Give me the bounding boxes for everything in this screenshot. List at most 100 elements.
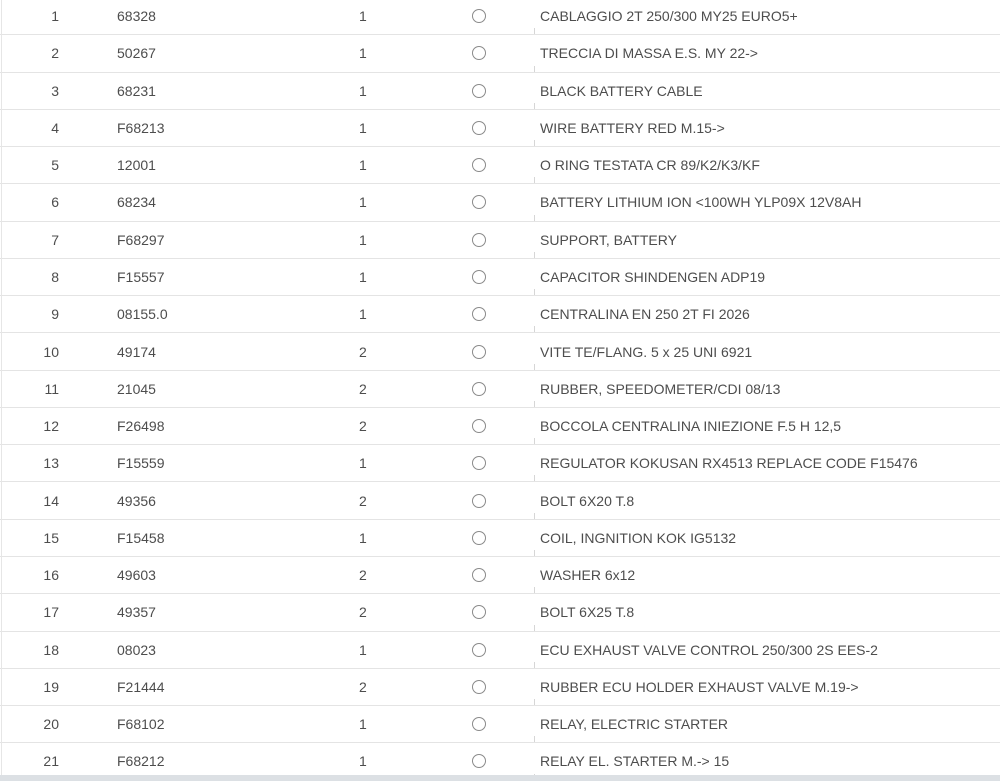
- radio-button[interactable]: [472, 158, 486, 173]
- table-row: 16 49603 2 WASHER 6x12: [0, 556, 1000, 595]
- radio-button[interactable]: [472, 232, 486, 247]
- radio-button[interactable]: [472, 530, 486, 545]
- part-code: 49174: [117, 343, 156, 360]
- radio-button[interactable]: [472, 456, 486, 471]
- select-cell: [447, 232, 533, 247]
- part-code: 08023: [117, 641, 156, 658]
- part-code: 08155.0: [117, 306, 168, 323]
- radio-button[interactable]: [472, 344, 486, 359]
- table-row: 10 49174 2 VITE TE/FLANG. 5 x 25 UNI 692…: [0, 333, 1000, 371]
- part-code: F26498: [117, 418, 165, 435]
- part-description: O RING TESTATA CR 89/K2/K3/KF: [540, 157, 760, 174]
- row-number: 13: [43, 455, 59, 472]
- quantity: 2: [359, 678, 367, 695]
- table-row: 12 F26498 2 BOCCOLA CENTRALINA INIEZIONE…: [0, 407, 1000, 446]
- row-number: 7: [51, 231, 59, 248]
- radio-button[interactable]: [472, 9, 486, 24]
- radio-button[interactable]: [472, 307, 486, 322]
- radio-button[interactable]: [472, 381, 486, 396]
- row-number: 15: [43, 529, 59, 546]
- row-number: 3: [51, 82, 59, 99]
- part-code: F68213: [117, 119, 165, 136]
- part-code: 49357: [117, 604, 156, 621]
- part-description: RELAY, ELECTRIC STARTER: [540, 716, 729, 733]
- select-cell: [447, 456, 533, 471]
- table-row: 5 12001 1 O RING TESTATA CR 89/K2/K3/KF: [0, 147, 1000, 185]
- table-row: 6 68234 1 BATTERY LITHIUM ION <100WH YLP…: [0, 184, 1000, 222]
- table-row: 2 50267 1 TRECCIA DI MASSA E.S. MY 22->: [0, 35, 1000, 73]
- part-description: BOLT 6X20 T.8: [540, 492, 635, 509]
- select-cell: [447, 269, 533, 284]
- part-code: 68231: [117, 82, 156, 99]
- quantity: 1: [359, 716, 367, 733]
- part-description: BOCCOLA CENTRALINA INIEZIONE F.5 H 12,5: [540, 418, 842, 435]
- table-row: 21 F68212 1 RELAY EL. STARTER M.-> 15: [0, 743, 1000, 781]
- quantity: 2: [359, 380, 367, 397]
- select-cell: [447, 419, 533, 434]
- row-number: 6: [51, 194, 59, 211]
- part-description: VITE TE/FLANG. 5 x 25 UNI 6921: [540, 343, 753, 360]
- quantity: 1: [359, 268, 367, 285]
- table-row: 1 68328 1 CABLAGGIO 2T 250/300 MY25 EURO…: [0, 0, 1000, 36]
- quantity: 1: [359, 194, 367, 211]
- row-number: 10: [43, 343, 59, 360]
- radio-button[interactable]: [472, 493, 486, 508]
- radio-button[interactable]: [472, 83, 486, 98]
- table-row: 8 F15557 1 CAPACITOR SHINDENGEN ADP19: [0, 258, 1000, 297]
- row-number: 4: [51, 119, 59, 136]
- radio-button[interactable]: [472, 269, 486, 284]
- row-number: 11: [44, 380, 59, 397]
- table-row: 9 08155.0 1 CENTRALINA EN 250 2T FI 2026: [0, 296, 1000, 334]
- row-number: 12: [43, 418, 59, 435]
- part-description: COIL, INGNITION KOK IG5132: [540, 529, 737, 546]
- part-code: F15458: [117, 529, 165, 546]
- table-row: 11 21045 2 RUBBER, SPEEDOMETER/CDI 08/13: [0, 370, 1000, 408]
- row-number: 8: [51, 268, 59, 285]
- select-cell: [447, 9, 533, 24]
- select-cell: [447, 754, 533, 769]
- part-code: F15559: [117, 455, 165, 472]
- radio-button[interactable]: [472, 717, 486, 732]
- row-number: 21: [43, 753, 59, 770]
- part-description: REGULATOR KOKUSAN RX4513 REPLACE CODE F1…: [540, 455, 918, 472]
- radio-button[interactable]: [472, 642, 486, 657]
- part-description: CABLAGGIO 2T 250/300 MY25 EURO5+: [540, 8, 798, 25]
- part-code: 68234: [117, 194, 156, 211]
- select-cell: [447, 679, 533, 694]
- part-code: F68102: [117, 716, 165, 733]
- quantity: 2: [359, 343, 367, 360]
- radio-button[interactable]: [472, 679, 486, 694]
- table-row: 17 49357 2 BOLT 6X25 T.8: [0, 594, 1000, 632]
- quantity: 2: [359, 567, 367, 584]
- radio-button[interactable]: [472, 195, 486, 210]
- quantity: 1: [359, 45, 367, 62]
- quantity: 1: [359, 119, 367, 136]
- quantity: 1: [359, 157, 367, 174]
- part-code: F68297: [117, 231, 165, 248]
- part-description: CENTRALINA EN 250 2T FI 2026: [540, 306, 750, 323]
- quantity: 1: [359, 753, 367, 770]
- part-code: 50267: [117, 45, 156, 62]
- part-description: RUBBER ECU HOLDER EXHAUST VALVE M.19->: [540, 678, 859, 695]
- radio-button[interactable]: [472, 419, 486, 434]
- quantity: 1: [359, 82, 367, 99]
- row-number: 9: [51, 306, 59, 323]
- horizontal-scrollbar[interactable]: [0, 775, 1000, 781]
- radio-button[interactable]: [472, 120, 486, 135]
- row-number: 2: [51, 45, 59, 62]
- radio-button[interactable]: [472, 605, 486, 620]
- part-code: F21444: [117, 678, 165, 695]
- select-cell: [447, 642, 533, 657]
- part-code: F68212: [117, 753, 165, 770]
- row-number: 18: [43, 641, 59, 658]
- table-row: 15 F15458 1 COIL, INGNITION KOK IG5132: [0, 519, 1000, 557]
- radio-button[interactable]: [472, 754, 486, 769]
- select-cell: [447, 307, 533, 322]
- part-code: 49356: [117, 492, 156, 509]
- table-row: 14 49356 2 BOLT 6X20 T.8: [0, 482, 1000, 520]
- radio-button[interactable]: [472, 46, 486, 61]
- radio-button[interactable]: [472, 568, 486, 583]
- row-number: 20: [43, 716, 59, 733]
